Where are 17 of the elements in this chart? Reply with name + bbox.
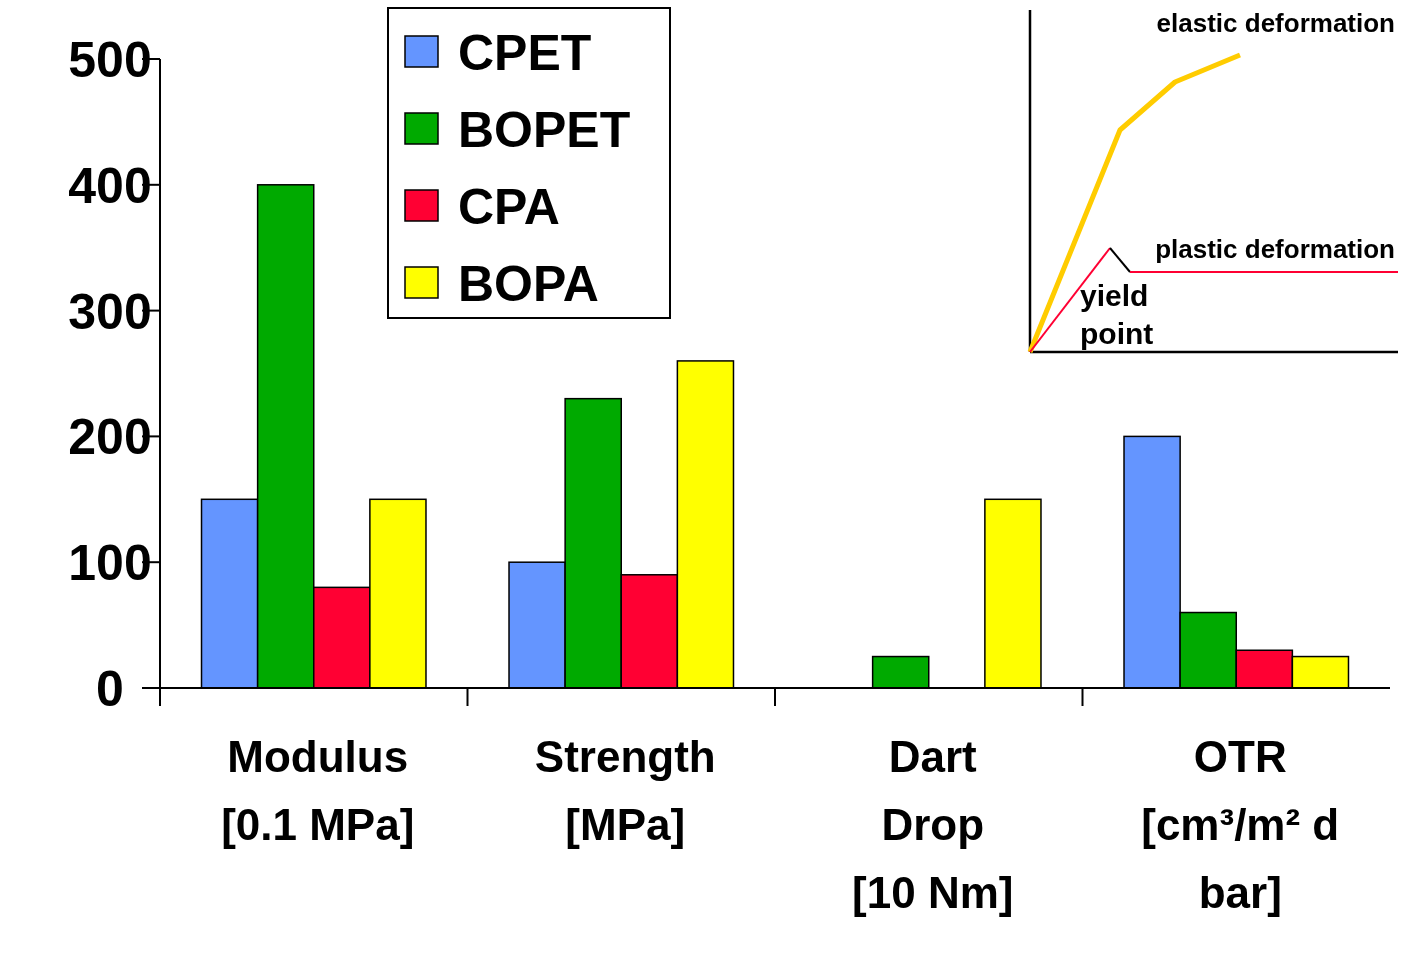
legend-label: BOPET — [458, 102, 631, 158]
y-tick-label: 400 — [68, 157, 152, 214]
legend-label: BOPA — [458, 256, 599, 312]
y-tick-label: 300 — [68, 283, 152, 340]
text: elastic deformation — [1156, 8, 1395, 38]
x-tick-label: Dart Drop [10 Nm] — [852, 732, 1014, 917]
y-tick-label: 500 — [68, 32, 152, 88]
annotation: yield point — [1080, 279, 1154, 350]
legend-label: CPA — [458, 179, 560, 235]
y-tick-label: 200 — [68, 409, 152, 466]
y-tick-label: 0 — [96, 661, 124, 717]
x-tick-label: OTR [cm³/m² d bar] — [1141, 732, 1340, 917]
y-tick-label: 100 — [68, 535, 152, 592]
annotation: plastic deformation — [1155, 234, 1395, 264]
legend-label: CPET — [458, 25, 592, 81]
x-tick-label: Modulus [0.1 MPa] — [221, 732, 415, 849]
x-tick-label: Strength [MPa] — [534, 732, 716, 849]
